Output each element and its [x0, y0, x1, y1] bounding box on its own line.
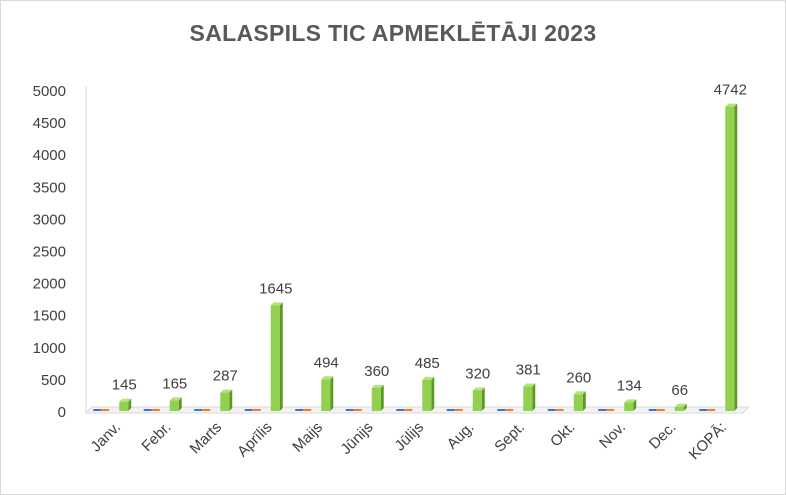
x-tick-label: Marts — [187, 419, 226, 458]
bar-s1-12 — [707, 409, 716, 411]
x-tick-label: Aug. — [444, 419, 478, 453]
data-label: 4742 — [714, 82, 747, 99]
chart-title: SALASPILS TIC APMEKLĒTĀJI 2023 — [189, 20, 597, 46]
bar-s1-6 — [404, 409, 413, 411]
data-label: 287 — [213, 368, 238, 385]
bar-s1-3 — [252, 409, 261, 411]
data-label: 145 — [112, 377, 137, 394]
x-tick-label: Jūnijs — [337, 419, 376, 458]
y-tick-label: 4000 — [33, 147, 66, 164]
data-label: 260 — [566, 369, 591, 386]
x-tick-label: Aprīlis — [234, 419, 275, 460]
bar-value-2 — [220, 389, 233, 411]
bar-s0-0 — [93, 409, 102, 411]
data-label: 360 — [364, 363, 389, 380]
data-label: 320 — [465, 365, 490, 382]
x-tick-label: Okt. — [547, 419, 578, 450]
bar-s0-11 — [648, 409, 657, 411]
y-tick-label: 5000 — [33, 83, 66, 100]
bar-value-5 — [371, 384, 384, 411]
bar-value-3 — [270, 302, 283, 411]
y-tick-label: 2500 — [33, 244, 66, 261]
bar-value-11 — [674, 403, 687, 411]
data-label: 381 — [516, 362, 541, 379]
y-tick-label: 3000 — [33, 211, 66, 228]
bar-s0-5 — [345, 409, 354, 411]
data-label: 1645 — [259, 280, 292, 297]
y-tick-label: 4500 — [33, 115, 66, 132]
y-tick-label: 0 — [58, 404, 66, 421]
bar-value-8 — [523, 383, 536, 411]
bar-value-9 — [573, 391, 586, 411]
bar-s0-8 — [497, 409, 506, 411]
x-tick-label: Janv. — [87, 419, 124, 456]
x-tick-label: Febr. — [138, 419, 174, 455]
x-tick-label: Dec. — [646, 419, 680, 453]
y-tick-label: 1000 — [33, 340, 66, 357]
bar-s1-0 — [101, 409, 110, 411]
bar-value-10 — [624, 399, 637, 411]
bar-value-7 — [472, 387, 485, 411]
bar-value-4 — [321, 376, 334, 411]
bar-s0-3 — [244, 409, 253, 411]
bar-value-12 — [725, 103, 738, 411]
bar-s1-11 — [656, 409, 665, 411]
bar-s0-1 — [143, 409, 152, 411]
bar-s0-4 — [295, 409, 304, 411]
y-tick-label: 3500 — [33, 179, 66, 196]
bar-s0-9 — [547, 409, 556, 411]
x-tick-label: Maijs — [289, 419, 326, 456]
bar-value-0 — [119, 398, 132, 411]
bar-s1-5 — [353, 409, 362, 411]
bar-s1-9 — [555, 409, 564, 411]
bar-s0-6 — [396, 409, 405, 411]
data-label: 494 — [314, 354, 339, 371]
x-tick-label: KOPĀ: — [686, 419, 730, 463]
y-tick-label: 1500 — [33, 308, 66, 325]
bar-s1-10 — [606, 409, 615, 411]
data-label: 134 — [617, 377, 642, 394]
bar-s0-7 — [446, 409, 455, 411]
data-label: 165 — [162, 375, 187, 392]
bar-s0-10 — [598, 409, 607, 411]
bar-s1-7 — [454, 409, 463, 411]
x-tick-label: Sept. — [491, 419, 528, 456]
y-tick-label: 500 — [41, 372, 66, 389]
data-label: 485 — [415, 355, 440, 372]
bar-s0-12 — [699, 409, 708, 411]
bar-s1-2 — [202, 409, 211, 411]
bar-s1-8 — [505, 409, 514, 411]
y-tick-label: 2000 — [33, 276, 66, 293]
x-tick-label: Jūlijs — [391, 419, 427, 455]
data-label: 66 — [671, 382, 688, 399]
bar-s1-4 — [303, 409, 312, 411]
x-tick-label: Nov. — [596, 419, 629, 452]
bar-value-6 — [422, 376, 435, 411]
bar-s1-1 — [151, 409, 160, 411]
bar-s0-2 — [194, 409, 203, 411]
bar-value-1 — [169, 397, 182, 411]
